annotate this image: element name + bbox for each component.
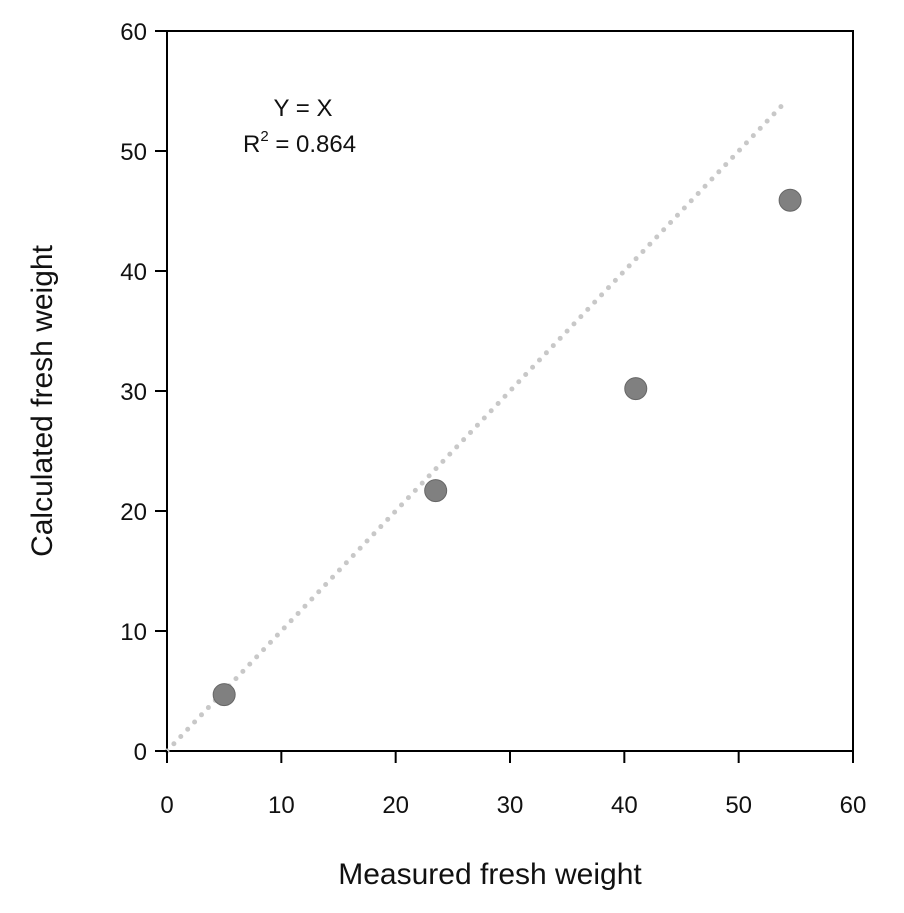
data-point — [624, 377, 648, 401]
y-tick-label: 0 — [134, 739, 147, 766]
y-tick-label: 40 — [120, 259, 147, 286]
data-point — [212, 683, 236, 707]
r-squared-exponent: 2 — [260, 128, 268, 145]
y-tick-label: 10 — [120, 619, 147, 646]
y-tick-label: 50 — [120, 139, 147, 166]
r-squared-value: = 0.864 — [269, 131, 356, 158]
x-tick-label: 10 — [268, 792, 295, 819]
x-tick-label: 50 — [725, 792, 752, 819]
r-squared-label: R2 = 0.864 — [243, 128, 356, 158]
y-tick-label: 60 — [120, 19, 147, 46]
x-tick-label: 30 — [497, 792, 524, 819]
x-tick-label: 0 — [160, 792, 173, 819]
x-tick-label: 20 — [382, 792, 409, 819]
reference-line-layer — [164, 100, 787, 754]
r-squared-prefix: R — [243, 131, 260, 158]
y-axis-ticks: 0 10 20 30 40 50 60 — [120, 19, 167, 766]
y-axis-title: Calculated fresh weight — [26, 244, 59, 557]
equation-label: Y = X — [274, 95, 333, 122]
x-tick-label: 40 — [611, 792, 638, 819]
reference-line-y-equals-x — [164, 100, 787, 754]
data-points — [212, 188, 802, 707]
x-tick-label: 60 — [840, 792, 867, 819]
data-point — [778, 188, 802, 212]
x-axis-ticks: 0 10 20 30 40 50 60 — [160, 751, 866, 819]
data-point — [424, 479, 448, 503]
annotation: Y = X R2 = 0.864 — [243, 95, 356, 158]
x-axis-title: Measured fresh weight — [338, 858, 642, 891]
y-tick-label: 20 — [120, 499, 147, 526]
y-tick-label: 30 — [120, 379, 147, 406]
